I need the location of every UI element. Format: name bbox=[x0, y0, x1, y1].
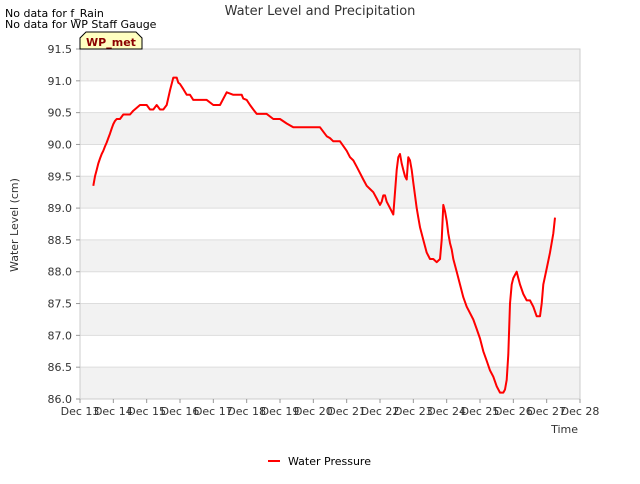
series-layer bbox=[92, 76, 556, 394]
y-tick-label: 86.5 bbox=[48, 361, 73, 374]
x-tick-label: Dec 22 bbox=[361, 405, 400, 418]
badge-shape bbox=[79, 31, 143, 50]
y-tick-label: 89.0 bbox=[48, 202, 73, 215]
legend-label: Water Pressure bbox=[288, 455, 371, 468]
note-no-staff-gauge: No data for WP Staff Gauge bbox=[5, 18, 157, 31]
x-tick-label: Dec 26 bbox=[494, 405, 533, 418]
series-line-water-pressure bbox=[92, 76, 556, 394]
y-tick-label: 90.0 bbox=[48, 138, 73, 151]
x-tick-label: Dec 27 bbox=[527, 405, 566, 418]
chart-title: Water Level and Precipitation bbox=[225, 4, 416, 19]
y-tick-label: 88.5 bbox=[48, 234, 73, 247]
x-tick-label: Dec 24 bbox=[427, 405, 466, 418]
y-tick-label: 91.0 bbox=[48, 75, 73, 88]
y-tick-label: 87.0 bbox=[48, 329, 73, 342]
grid-band bbox=[80, 176, 580, 209]
x-tick-label: Dec 14 bbox=[94, 405, 133, 418]
x-tick-label: Dec 17 bbox=[194, 405, 233, 418]
grid-band bbox=[80, 112, 580, 145]
badge-label: WP_met bbox=[86, 36, 136, 49]
legend: Water Pressure bbox=[268, 455, 371, 468]
grid-band bbox=[80, 239, 580, 272]
x-tick-label: Dec 18 bbox=[227, 405, 266, 418]
grid-bands bbox=[80, 49, 580, 399]
x-tick-label: Dec 28 bbox=[561, 405, 600, 418]
x-tick-label: Dec 25 bbox=[461, 405, 500, 418]
grid-band bbox=[80, 49, 580, 81]
y-axis-label: Water Level (cm) bbox=[8, 178, 21, 272]
x-tick-label: Dec 20 bbox=[294, 405, 333, 418]
note-no-rain: No data for f_Rain bbox=[5, 7, 104, 20]
grid-band bbox=[80, 367, 580, 399]
x-tick-label: Dec 19 bbox=[261, 405, 300, 418]
y-tick-label: 86.0 bbox=[48, 393, 73, 406]
y-tick-label: 91.5 bbox=[48, 43, 73, 56]
x-axis-label: Time bbox=[550, 423, 578, 436]
x-tick-label: Dec 23 bbox=[394, 405, 433, 418]
gridlines bbox=[80, 48, 580, 400]
y-tick-label: 88.0 bbox=[48, 266, 73, 279]
x-tick-label: Dec 15 bbox=[127, 405, 166, 418]
badge: WP_met bbox=[79, 31, 143, 50]
y-tick-label: 89.5 bbox=[48, 170, 73, 183]
x-tick-label: Dec 16 bbox=[161, 405, 200, 418]
x-tick-label: Dec 21 bbox=[327, 405, 366, 418]
plot-frame bbox=[79, 48, 581, 400]
y-axis-ticks: 86.0 86.5 87.0 87.5 88.0 88.5 89.0 89.5 90.0 90.5… bbox=[48, 43, 80, 406]
x-tick-label: Dec 13 bbox=[61, 405, 100, 418]
y-tick-label: 87.5 bbox=[48, 298, 73, 311]
grid-band bbox=[80, 303, 580, 336]
y-tick-label: 90.5 bbox=[48, 107, 73, 120]
